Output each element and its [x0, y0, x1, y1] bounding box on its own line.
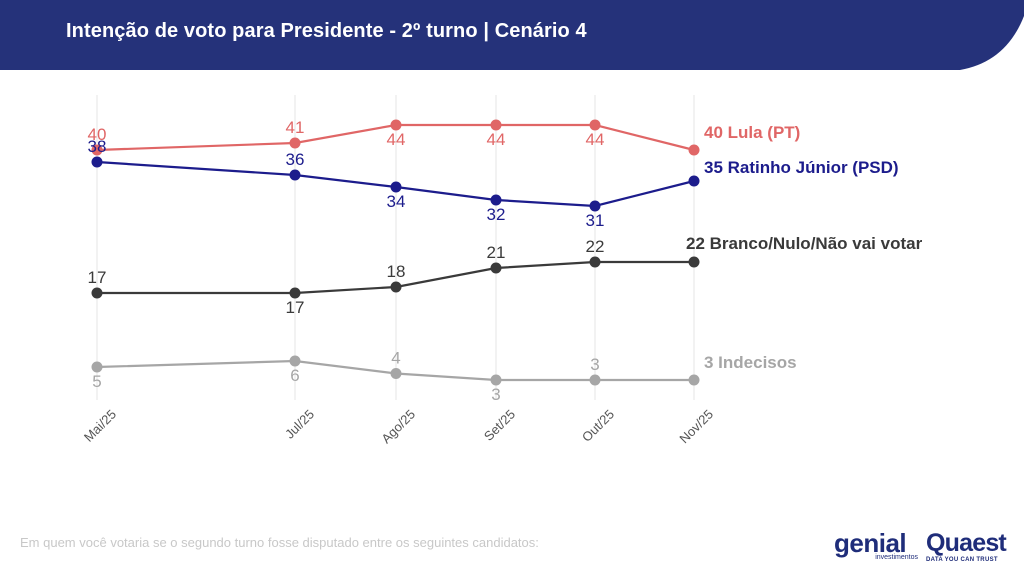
series-line — [96, 359, 694, 382]
series-end-label: 3 Indecisos — [704, 353, 797, 372]
x-tick-label: Ago/25 — [378, 407, 418, 447]
data-label: 5 — [92, 372, 101, 391]
data-point — [490, 262, 502, 274]
page-title: Intenção de voto para Presidente - 2º tu… — [66, 20, 587, 42]
data-point — [589, 119, 601, 131]
question-footnote: Em quem você votaria se o segundo turno … — [20, 535, 539, 550]
data-label: 4 — [391, 349, 400, 368]
data-point — [289, 169, 301, 181]
data-label: 21 — [487, 243, 506, 262]
data-label: 22 — [586, 237, 605, 256]
data-label: 31 — [586, 211, 605, 230]
data-point — [688, 175, 700, 187]
data-point — [490, 119, 502, 131]
x-tick-label: Set/25 — [481, 407, 518, 444]
x-tick-label: Out/25 — [579, 407, 617, 445]
data-point — [490, 374, 502, 386]
data-label: 6 — [290, 366, 299, 385]
header-background — [0, 0, 1024, 70]
data-label: 44 — [487, 130, 506, 149]
data-label: 41 — [286, 118, 305, 137]
series-end-label: 22 Branco/Nulo/Não vai votar — [686, 234, 923, 253]
data-label: 32 — [487, 205, 506, 224]
data-point — [688, 256, 700, 268]
quaest-logo-tag: DATA YOU CAN TRUST — [926, 557, 998, 563]
data-point — [91, 287, 103, 299]
data-label: 17 — [286, 298, 305, 317]
series-line — [96, 160, 695, 208]
x-tick-label: Jul/25 — [282, 407, 317, 442]
data-point — [490, 194, 502, 206]
data-point — [688, 144, 700, 156]
data-point — [289, 137, 301, 149]
data-point — [589, 256, 601, 268]
genial-logo-word: genial — [834, 528, 907, 558]
data-point — [589, 374, 601, 386]
data-label: 44 — [586, 130, 605, 149]
data-label: 40 — [88, 125, 107, 144]
quaest-logo-word: Quaest — [926, 529, 1007, 557]
data-label: 17 — [88, 268, 107, 287]
data-point — [390, 119, 402, 131]
series-end-label: 40 Lula (PT) — [704, 123, 800, 142]
data-label: 38 — [88, 137, 107, 156]
data-point — [289, 355, 301, 367]
x-tick-label: Nov/25 — [676, 407, 716, 447]
data-label: 36 — [286, 150, 305, 169]
data-label: 34 — [387, 192, 406, 211]
x-tick-label: Mai/25 — [81, 407, 119, 445]
data-point — [688, 374, 700, 386]
data-point — [289, 287, 301, 299]
data-label: 3 — [590, 355, 599, 374]
data-point — [390, 368, 402, 379]
series-line — [97, 260, 694, 295]
data-point — [91, 144, 103, 156]
genial-logo-sub: investimentos — [875, 554, 918, 561]
data-label: 3 — [491, 385, 500, 404]
genial-logo: genial investimentos — [834, 530, 918, 570]
data-point — [589, 200, 601, 212]
data-point — [390, 281, 402, 293]
header-banner: Intenção de voto para Presidente - 2º tu… — [0, 0, 1024, 70]
data-label: 18 — [387, 262, 406, 281]
series-line — [96, 123, 695, 152]
data-point — [91, 156, 103, 168]
data-point — [390, 181, 402, 193]
data-point — [91, 361, 103, 373]
quaest-logo: Quaest DATA YOU CAN TRUST — [926, 530, 1016, 570]
series-end-label: 35 Ratinho Júnior (PSD) — [704, 158, 899, 177]
data-label: 44 — [387, 130, 406, 149]
